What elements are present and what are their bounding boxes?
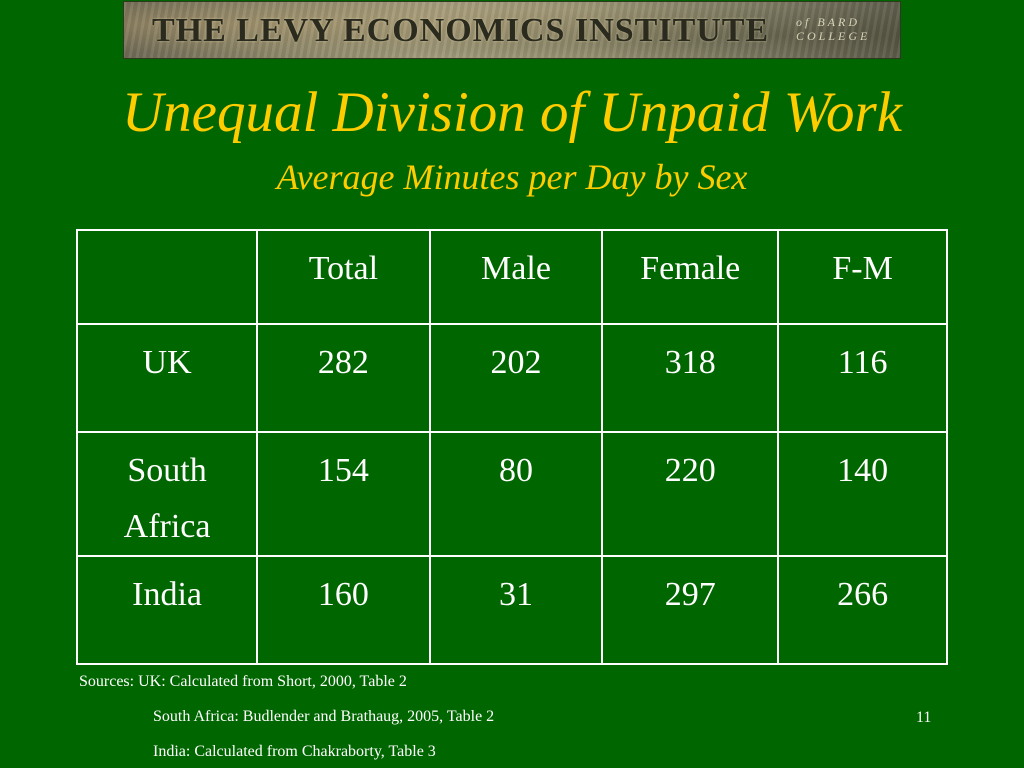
cell-south-africa-female: 220 bbox=[601, 431, 780, 557]
source-line-uk: Sources: UK: Calculated from Short, 2000… bbox=[79, 673, 407, 690]
table-row: India 160 31 297 266 bbox=[75, 555, 948, 665]
cell-uk-female: 318 bbox=[601, 323, 780, 433]
header-cell-f-m: F-M bbox=[777, 229, 948, 325]
cell-uk-f-m: 116 bbox=[777, 323, 948, 433]
cell-south-africa-male: 80 bbox=[428, 431, 604, 557]
row-label-india: India bbox=[75, 555, 259, 665]
institute-banner: THE LEVY ECONOMICS INSTITUTE of BARD COL… bbox=[123, 1, 901, 59]
cell-india-female: 297 bbox=[601, 555, 780, 665]
slide-subtitle: Average Minutes per Day by Sex bbox=[276, 157, 748, 197]
header-cell-empty bbox=[75, 229, 259, 325]
unpaid-work-table: Total Male Female F-M UK 282 202 318 116… bbox=[75, 229, 948, 665]
row-label-south-africa-text: South Africa bbox=[123, 452, 211, 545]
cell-india-f-m: 266 bbox=[777, 555, 948, 665]
source-line-india: India: Calculated from Chakraborty, Tabl… bbox=[153, 743, 436, 760]
cell-uk-male: 202 bbox=[428, 323, 604, 433]
header-cell-female: Female bbox=[601, 229, 780, 325]
cell-india-total: 160 bbox=[256, 555, 431, 665]
cell-south-africa-f-m: 140 bbox=[777, 431, 948, 557]
header-cell-male: Male bbox=[428, 229, 604, 325]
table-header-row: Total Male Female F-M bbox=[75, 229, 948, 325]
banner-title: THE LEVY ECONOMICS INSTITUTE bbox=[152, 12, 770, 49]
banner-subtitle: of BARD COLLEGE bbox=[796, 15, 871, 43]
header-cell-total: Total bbox=[256, 229, 431, 325]
slide-title: Unequal Division of Unpaid Work bbox=[121, 81, 903, 144]
cell-uk-total: 282 bbox=[256, 323, 431, 433]
row-label-uk: UK bbox=[75, 323, 259, 433]
cell-india-male: 31 bbox=[428, 555, 604, 665]
table-row: South Africa 154 80 220 140 bbox=[75, 431, 948, 557]
row-label-south-africa: South Africa bbox=[75, 431, 259, 557]
source-line-south-africa: South Africa: Budlender and Brathaug, 20… bbox=[153, 708, 495, 725]
cell-south-africa-total: 154 bbox=[256, 431, 431, 557]
table-row: UK 282 202 318 116 bbox=[75, 323, 948, 433]
page-number: 11 bbox=[916, 709, 932, 726]
